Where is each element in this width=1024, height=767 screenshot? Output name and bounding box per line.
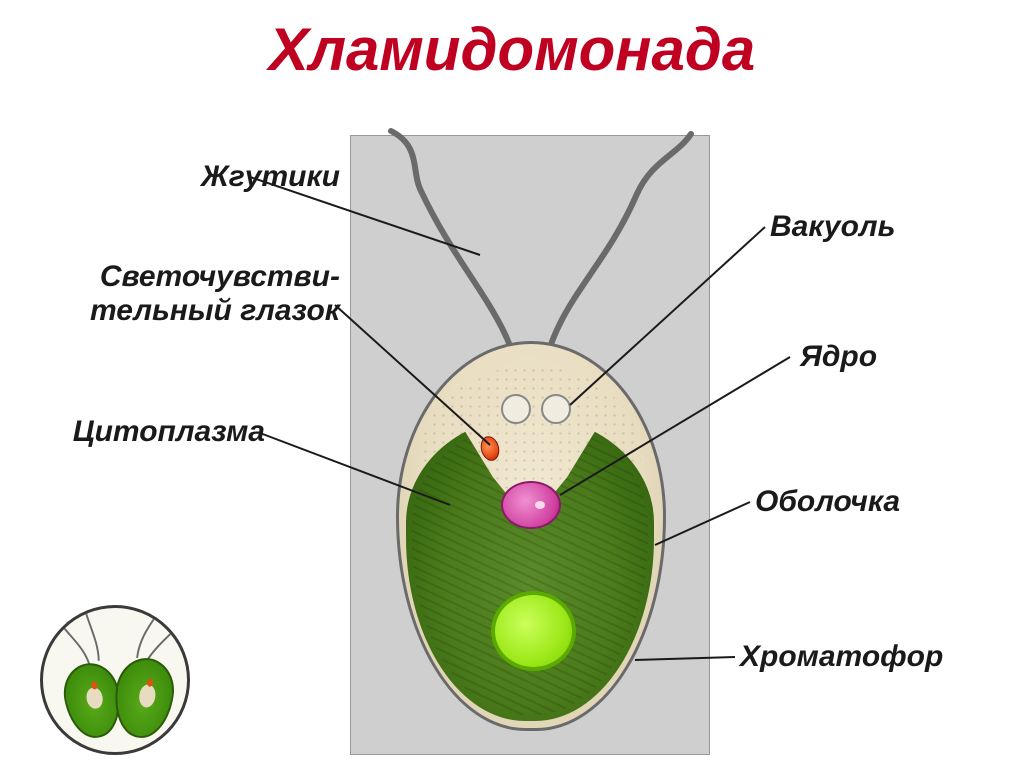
page-title: Хламидомонада [0,0,1024,84]
label-vacuole: Вакуоль [770,210,895,244]
label-nucleus: Ядро [800,340,877,374]
label-chromatophore: Хроматофор [740,640,943,674]
label-cytoplasm: Цитоплазма [35,415,265,449]
diagram: Жгутики Светочувстви- тельный глазок Цит… [0,95,1024,767]
label-membrane: Оболочка [755,485,900,519]
label-eyespot: Светочувстви- тельный глазок [30,260,340,328]
label-flagella: Жгутики [90,160,340,194]
inset-thumbnail [40,605,190,755]
